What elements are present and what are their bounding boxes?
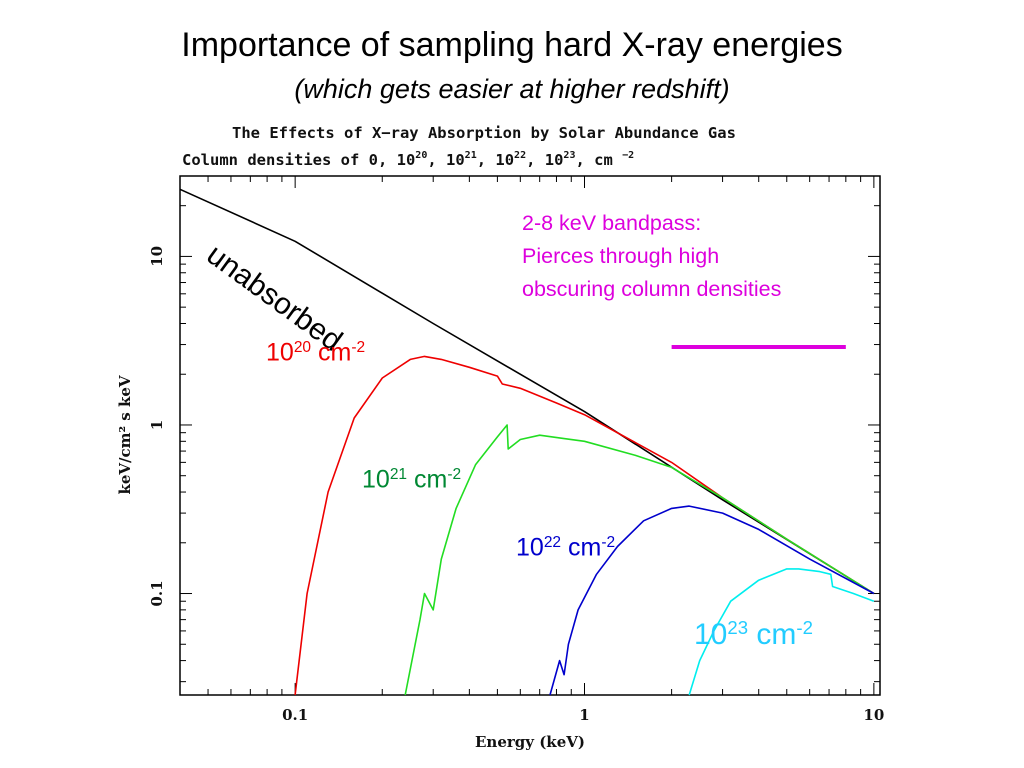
x-axis-label: Energy (keV) xyxy=(475,733,585,751)
label-nh-1e21: 1021 cm-2 xyxy=(362,465,462,494)
series-line-nh-1e20 xyxy=(294,355,875,696)
x-tick-label: 10 xyxy=(863,706,884,724)
series-line-nh-1e21 xyxy=(404,424,875,696)
spectra-curves xyxy=(179,188,875,696)
label-nh-1e22: 1022 cm-2 xyxy=(516,533,616,562)
tick-labels: 0.1 1 10 0.1 1 10 xyxy=(148,246,884,724)
y-tick-label: 0.1 xyxy=(148,580,166,606)
slide-title: Importance of sampling hard X-ray energi… xyxy=(181,26,843,64)
series-line-unabsorbed xyxy=(179,188,875,595)
series-line-nh-1e23 xyxy=(688,568,875,696)
x-tick-label: 1 xyxy=(579,706,589,724)
y-tick-label: 10 xyxy=(148,246,166,267)
plot-frame xyxy=(179,175,881,696)
series-line-nh-1e22 xyxy=(549,505,875,696)
chart-column-densities: Column densities of 0, 1020, 1021, 1022,… xyxy=(182,150,635,169)
x-tick-label: 0.1 xyxy=(282,706,308,724)
label-nh-1e23: 1023 cm-2 xyxy=(694,617,813,652)
chart-title: The Effects of X−ray Absorption by Solar… xyxy=(232,124,736,142)
slide-subtitle: (which gets easier at higher redshift) xyxy=(294,74,730,104)
axis-ticks xyxy=(179,175,880,695)
bandpass-line-2: Pierces through high xyxy=(522,244,720,268)
y-axis-label: keV/cm² s keV xyxy=(116,375,134,494)
bandpass-note: 2-8 keV bandpass: Pierces through high o… xyxy=(522,207,781,306)
y-tick-label: 1 xyxy=(148,420,166,430)
bandpass-line-1: 2-8 keV bandpass: xyxy=(522,211,702,235)
bandpass-line-3: obscuring column densities xyxy=(522,277,782,301)
label-nh-1e20: 1020 cm-2 xyxy=(266,338,366,367)
